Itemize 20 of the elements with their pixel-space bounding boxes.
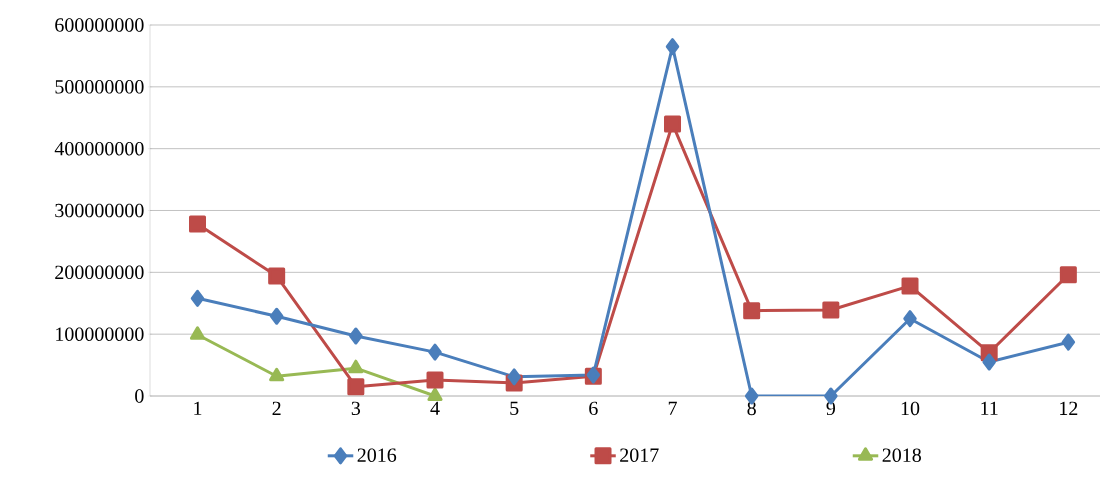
y-tick-label: 0: [135, 389, 144, 403]
y-tick-label: 300000000: [55, 203, 144, 218]
legend-label: 2016: [357, 448, 397, 462]
x-tick-label: 6: [589, 401, 598, 416]
x-tick-label: 2: [272, 401, 281, 415]
y-tick-label: 200000000: [55, 265, 144, 280]
x-tick-label: 4: [430, 401, 440, 415]
x-tick-label: 10: [901, 401, 920, 416]
x-tick-label: 12: [1060, 401, 1078, 415]
x-tick-label: 11: [981, 401, 998, 415]
y-tick-label: 400000000: [54, 141, 144, 156]
legend-label: 2018: [882, 448, 921, 462]
y-tick-label: 500000000: [55, 80, 144, 94]
y-tick-label: 100000000: [56, 327, 144, 341]
legend-label: 2017: [620, 448, 659, 462]
x-tick-label: 3: [351, 401, 361, 416]
y-tick-label: 600000000: [55, 18, 144, 32]
x-tick-label: 7: [668, 401, 677, 415]
x-tick-label: 1: [194, 401, 202, 415]
x-tick-label: 5: [510, 401, 519, 415]
